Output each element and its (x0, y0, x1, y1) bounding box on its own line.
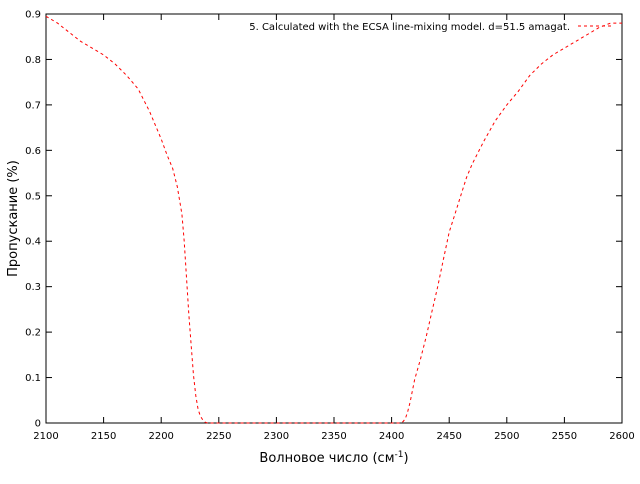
y-tick-label: 0.1 (25, 373, 41, 384)
y-tick-label: 0.4 (25, 237, 41, 248)
y-tick-label: 0.9 (25, 10, 41, 21)
y-axis-label: Пропускание (%) (6, 160, 21, 277)
y-tick-label: 0.7 (25, 100, 41, 111)
x-axis-label-superscript: -1 (395, 450, 404, 460)
y-tick-label: 0.2 (25, 328, 41, 339)
y-tick-label: 0.6 (25, 146, 41, 157)
x-tick-label: 2600 (609, 431, 634, 442)
y-tick-label: 0.8 (25, 55, 41, 66)
x-tick-label: 2450 (436, 431, 461, 442)
x-tick-label: 2100 (33, 431, 58, 442)
y-tick-label: 0 (35, 419, 41, 430)
x-tick-label: 2400 (379, 431, 404, 442)
series-line-1 (45, 15, 622, 424)
x-tick-label: 2150 (91, 431, 116, 442)
x-tick-label: 2250 (206, 431, 231, 442)
x-tick-label: 2550 (552, 431, 577, 442)
x-axis-label-main: Волновое число (см (259, 451, 394, 466)
x-tick-label: 2350 (321, 431, 346, 442)
y-axis: 0 0.1 0.2 0.3 0.4 0.5 0.6 0.7 0.8 0.9 (25, 10, 622, 430)
legend-entry-label: 5. Calculated with the ECSA line-mixing … (249, 22, 570, 33)
legend: 5. Calculated with the ECSA line-mixing … (249, 22, 614, 33)
x-axis-label: Волновое число (см-1) (259, 450, 408, 466)
y-tick-label: 0.5 (25, 191, 41, 202)
x-axis-label-end: ) (403, 451, 408, 466)
x-axis: 2100 2150 2200 2250 2300 2350 2400 2450 2500 2550… (33, 14, 635, 442)
x-tick-label: 2300 (264, 431, 289, 442)
plot-area-frame (45, 13, 623, 424)
series-layer (45, 15, 622, 424)
x-tick-label: 2200 (148, 431, 173, 442)
x-tick-label: 2500 (494, 431, 519, 442)
y-tick-label: 0.3 (25, 282, 41, 293)
